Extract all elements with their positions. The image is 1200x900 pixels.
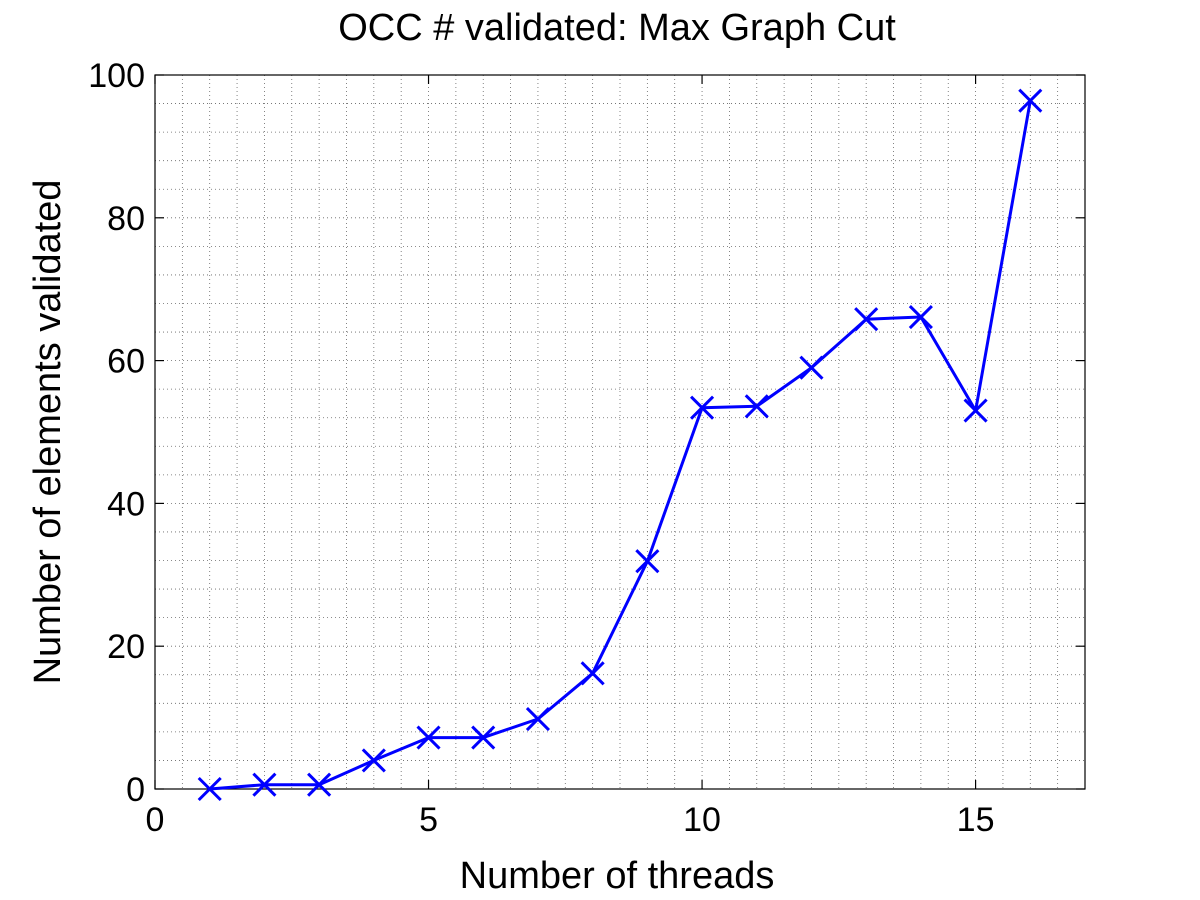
data-point-marker	[307, 772, 332, 797]
marker-stroke	[799, 355, 824, 380]
x-tick-label: 15	[957, 801, 995, 839]
marker-stroke	[689, 395, 715, 420]
marker-stroke	[252, 772, 277, 797]
data-point-marker	[908, 304, 933, 330]
grid	[155, 75, 1085, 789]
data-point-marker	[744, 394, 769, 419]
y-tick-label: 80	[107, 200, 145, 238]
data-point-marker	[963, 398, 988, 423]
data-point-marker	[416, 725, 441, 750]
data-point-marker	[854, 307, 879, 332]
marker-stroke	[580, 661, 605, 686]
marker-stroke	[361, 748, 386, 773]
x-tick-label: 0	[146, 801, 165, 839]
marker-stroke	[416, 725, 441, 750]
marker-stroke	[307, 772, 332, 797]
marker-stroke	[197, 776, 222, 802]
marker-stroke	[1018, 88, 1043, 113]
y-axis-label: Number of elements validated	[27, 180, 69, 685]
x-axis-label: Number of threads	[460, 855, 775, 897]
marker-stroke	[525, 706, 551, 732]
data-point-marker	[471, 725, 496, 750]
marker-stroke	[471, 725, 496, 750]
x-tick-label: 10	[683, 801, 721, 839]
data-point-marker	[361, 748, 386, 773]
marker-stroke	[854, 307, 879, 332]
y-tick-label: 100	[88, 57, 145, 95]
chart-title: OCC # validated: Max Graph Cut	[338, 7, 896, 49]
x-tick-label: 5	[419, 801, 438, 839]
data-point-marker	[197, 776, 222, 802]
data-point-marker	[635, 549, 660, 574]
marker-stroke	[908, 304, 933, 330]
data-series	[197, 88, 1043, 802]
data-point-marker	[689, 395, 715, 420]
data-point-marker	[580, 661, 605, 686]
ticks: 0 5 10 15 0 20 40 60 80 100	[88, 57, 1085, 839]
data-point-marker	[799, 355, 824, 380]
y-tick-label: 60	[107, 343, 145, 381]
data-point-marker	[252, 772, 277, 797]
marker-stroke	[963, 398, 988, 423]
marker-stroke	[635, 549, 660, 574]
data-point-marker	[525, 706, 551, 732]
marker-stroke	[744, 394, 769, 419]
y-tick-label: 40	[107, 485, 145, 523]
y-tick-label: 20	[107, 628, 145, 666]
data-point-marker	[1018, 88, 1043, 113]
plot-frame	[154, 74, 1086, 790]
series-line	[209, 100, 1032, 791]
y-tick-label: 0	[126, 771, 145, 809]
